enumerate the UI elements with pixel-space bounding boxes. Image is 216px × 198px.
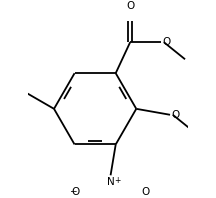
Text: −: − — [69, 186, 76, 195]
Text: +: + — [114, 176, 121, 185]
Text: O: O — [141, 187, 149, 197]
Text: N: N — [107, 177, 114, 187]
Text: O: O — [171, 110, 179, 120]
Text: O: O — [126, 1, 134, 11]
Text: O: O — [72, 187, 80, 197]
Text: O: O — [162, 37, 170, 47]
